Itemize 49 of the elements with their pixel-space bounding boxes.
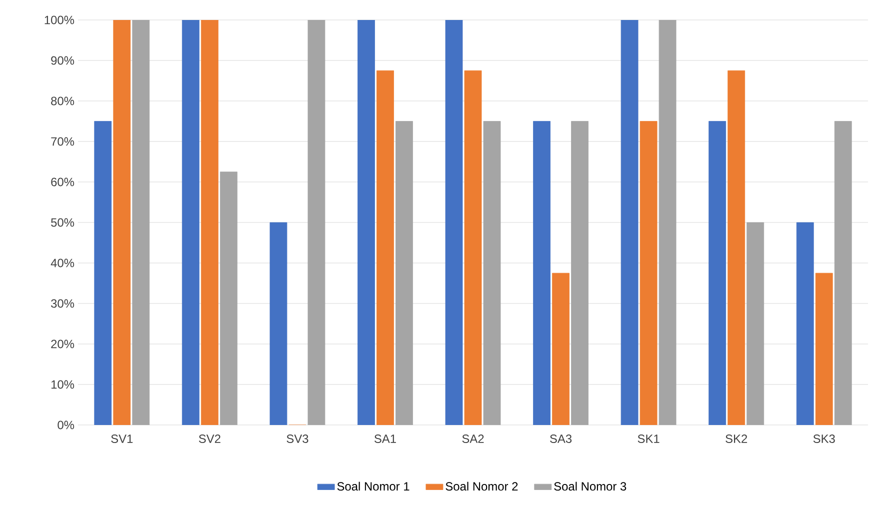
bar (113, 20, 131, 425)
x-tick-label: SK3 (813, 434, 835, 443)
x-tick-label: SA3 (550, 434, 572, 443)
bar (308, 20, 326, 425)
bar (708, 121, 726, 425)
bar (94, 121, 112, 425)
y-tick-label: 70% (51, 137, 74, 146)
legend-label: Soal Nomor 1 (337, 482, 410, 491)
bar (571, 121, 588, 425)
bar (200, 20, 218, 425)
y-tick-label: 50% (51, 218, 74, 227)
bar (815, 272, 833, 425)
bar (658, 20, 676, 425)
x-tick-label: SA1 (374, 434, 396, 443)
y-tick-label: 20% (51, 340, 74, 348)
bar (640, 121, 658, 425)
bar (620, 20, 638, 425)
x-tick-label: SK2 (726, 434, 748, 443)
bar (376, 70, 394, 425)
bar (728, 70, 746, 425)
y-tick-label: 90% (51, 56, 74, 65)
bar (270, 222, 288, 425)
bar (445, 20, 463, 425)
bar (533, 121, 550, 425)
x-tick-label: SV2 (198, 434, 220, 443)
y-tick-label: 30% (51, 299, 74, 308)
bar (746, 222, 764, 425)
y-tick-label: 0% (58, 420, 74, 430)
bar (834, 121, 852, 425)
y-tick-label: 40% (50, 258, 74, 268)
y-tick-label: 80% (51, 96, 74, 106)
x-tick-label: SK1 (638, 434, 660, 443)
bar (220, 172, 238, 425)
x-tick-label: SV3 (286, 434, 308, 443)
y-tick-label: 60% (51, 178, 74, 186)
legend-label: Soal Nomor 2 (446, 482, 518, 491)
bar (552, 272, 570, 425)
y-tick-label: 100% (44, 16, 74, 24)
bar (483, 121, 501, 425)
x-tick-label: SV1 (111, 434, 133, 443)
bar (358, 20, 375, 425)
bar (796, 222, 814, 425)
bar (396, 121, 413, 425)
bar (182, 20, 200, 425)
legend-label: Soal Nomor 3 (554, 482, 626, 491)
x-tick-label: SA2 (462, 434, 484, 443)
y-tick-label: 10% (51, 380, 74, 389)
bar (132, 20, 150, 425)
bar (464, 70, 482, 425)
